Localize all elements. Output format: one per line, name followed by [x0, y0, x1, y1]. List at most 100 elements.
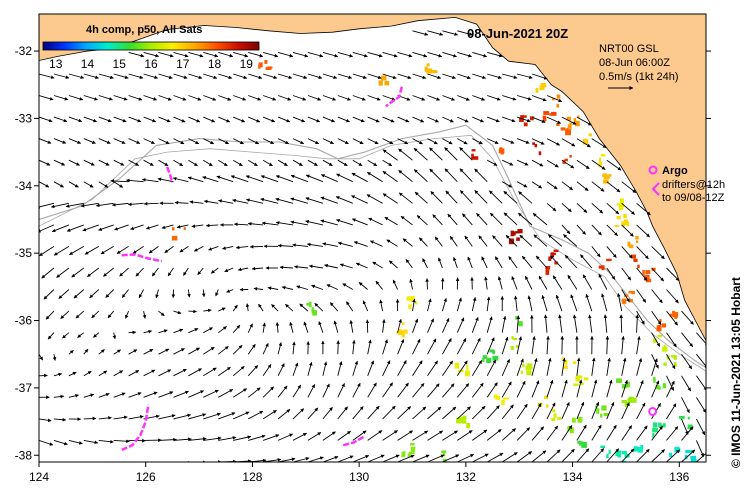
- sst-pixel: [672, 310, 676, 313]
- sst-pixel: [577, 115, 580, 119]
- colorbar-title: 4h comp, p50, All Sats: [86, 24, 202, 36]
- current-arrow: [531, 358, 538, 376]
- current-arrow: [47, 332, 55, 340]
- current-arrow: [143, 348, 154, 355]
- current-arrow: [218, 326, 227, 334]
- current-arrow: [412, 73, 427, 80]
- sst-pixel: [515, 231, 520, 234]
- current-arrow: [429, 168, 443, 183]
- current-arrow: [233, 116, 246, 123]
- sst-pixel: [510, 230, 515, 237]
- current-arrow: [576, 357, 581, 376]
- current-arrow: [666, 353, 676, 370]
- sst-pixel: [171, 227, 175, 231]
- current-arrow: [69, 246, 85, 256]
- sst-pixel: [482, 355, 488, 359]
- current-arrow: [158, 310, 165, 317]
- sst-pixel: [619, 198, 624, 204]
- current-arrow: [518, 191, 533, 204]
- sst-pixel: [631, 290, 635, 295]
- current-arrow: [397, 360, 407, 377]
- current-arrow: [84, 246, 100, 255]
- drifter-track-0[interactable]: [121, 253, 162, 263]
- current-arrow: [232, 344, 243, 355]
- current-arrow: [516, 159, 529, 166]
- current-arrow: [681, 418, 689, 435]
- sst-pixel: [471, 153, 474, 160]
- current-arrow: [336, 218, 353, 226]
- drifter-track-3[interactable]: [385, 86, 404, 108]
- current-arrow: [355, 262, 368, 269]
- current-arrow: [546, 449, 561, 462]
- current-arrow: [68, 439, 83, 445]
- current-arrow: [352, 138, 364, 145]
- current-arrow: [382, 51, 398, 58]
- current-arrow: [262, 116, 276, 123]
- current-arrow: [531, 159, 544, 167]
- sst-pixel: [687, 416, 690, 420]
- current-arrow: [218, 436, 237, 441]
- sst-pixel: [466, 423, 471, 428]
- current-arrow: [535, 255, 548, 269]
- current-arrow: [203, 159, 213, 167]
- current-arrow: [598, 273, 608, 290]
- current-arrow: [68, 371, 77, 377]
- current-arrow: [158, 348, 170, 355]
- sst-pixel: [556, 123, 560, 126]
- currents-time: 08-Jun 06:00Z: [599, 57, 670, 69]
- current-arrow: [619, 314, 624, 333]
- current-arrow: [307, 407, 319, 420]
- sst-pixel: [674, 314, 678, 319]
- current-arrow: [292, 51, 309, 58]
- current-arrow: [337, 406, 348, 420]
- current-arrow: [262, 386, 275, 398]
- current-arrow: [635, 314, 640, 333]
- current-arrow: [98, 416, 112, 420]
- current-arrow: [275, 175, 294, 183]
- current-arrow: [68, 138, 82, 144]
- current-arrow: [89, 289, 100, 299]
- current-arrow: [307, 384, 316, 398]
- drifter-track-4[interactable]: [342, 435, 366, 447]
- current-arrow: [218, 345, 229, 355]
- current-arrow: [68, 461, 71, 462]
- colorbar-tick-16: 16: [144, 57, 158, 71]
- sst-pixel: [521, 115, 527, 118]
- current-arrow: [367, 51, 383, 58]
- current-arrow: [476, 212, 488, 226]
- current-arrow: [307, 73, 323, 79]
- drifter-track-2[interactable]: [165, 166, 174, 183]
- current-arrow: [73, 289, 85, 299]
- argo-float-5[interactable]: [648, 406, 658, 416]
- current-arrow: [322, 431, 336, 441]
- current-arrow: [367, 405, 380, 420]
- current-arrow: [173, 73, 188, 79]
- sst-pixel: [581, 382, 584, 386]
- current-arrow: [606, 159, 622, 171]
- current-arrow: [305, 174, 324, 183]
- current-arrow: [141, 178, 159, 183]
- current-arrow: [294, 265, 308, 269]
- current-arrow: [98, 349, 105, 355]
- current-arrow: [666, 289, 679, 304]
- current-arrow: [474, 190, 488, 204]
- x-tick-124: 124: [29, 470, 49, 484]
- sst-pixel: [663, 345, 667, 348]
- x-tick-130: 130: [349, 470, 369, 484]
- current-arrow: [173, 138, 185, 145]
- current-arrow: [53, 461, 56, 462]
- current-arrow: [382, 149, 398, 161]
- current-arrow: [203, 327, 213, 334]
- current-arrow: [322, 383, 330, 398]
- current-arrow: [216, 175, 234, 183]
- drifter-track-1[interactable]: [121, 404, 150, 452]
- current-arrow: [173, 390, 189, 398]
- sst-pixel: [384, 81, 390, 86]
- current-arrow: [306, 242, 323, 247]
- current-arrow: [474, 168, 488, 183]
- current-arrow: [487, 138, 499, 145]
- current-arrow: [322, 116, 336, 123]
- current-arrow: [307, 51, 324, 58]
- current-arrow: [486, 359, 497, 377]
- current-arrow: [585, 293, 593, 312]
